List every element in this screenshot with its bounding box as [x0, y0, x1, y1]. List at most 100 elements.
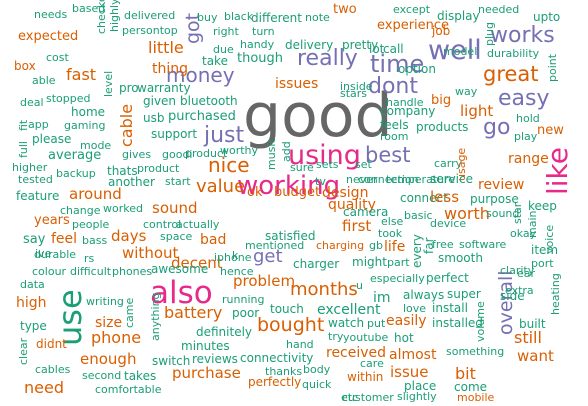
- word: customer: [342, 391, 394, 404]
- word: problem: [233, 272, 296, 290]
- word: smooth: [438, 251, 483, 265]
- word: purchased: [168, 109, 236, 124]
- word: working: [237, 171, 341, 201]
- word: without: [122, 244, 179, 262]
- word: software: [459, 238, 507, 251]
- word: issue: [390, 363, 429, 381]
- word: needed: [478, 3, 520, 16]
- word: also: [150, 275, 213, 311]
- word: etc: [341, 391, 359, 404]
- word: cables: [35, 363, 71, 376]
- word: support: [151, 127, 198, 141]
- word: handle: [386, 96, 424, 109]
- word: another: [108, 175, 155, 189]
- word: gives: [122, 148, 152, 161]
- word: data: [20, 278, 45, 291]
- word: love: [403, 302, 427, 315]
- word: display: [437, 9, 480, 23]
- word: inside: [340, 80, 373, 93]
- word: stopped: [46, 92, 91, 105]
- word: worked: [103, 202, 143, 215]
- word: control: [143, 218, 182, 231]
- word: play: [514, 130, 538, 143]
- word: always: [403, 288, 445, 302]
- word: stars: [340, 87, 368, 100]
- word: super: [447, 287, 481, 301]
- word: durable: [34, 248, 77, 261]
- word: life: [384, 239, 406, 255]
- word: far: [422, 237, 436, 254]
- word: room: [380, 130, 409, 143]
- word: months: [290, 279, 358, 300]
- word: able: [32, 74, 56, 87]
- word: takes: [124, 369, 157, 383]
- word: try: [328, 330, 344, 343]
- word: keep: [528, 199, 557, 213]
- word: light: [460, 102, 494, 120]
- word: please: [32, 132, 72, 146]
- word: difficult: [70, 265, 112, 278]
- word: needs: [34, 8, 68, 21]
- word: thing: [152, 61, 189, 77]
- word: battery: [164, 303, 223, 322]
- word: upto: [533, 10, 561, 24]
- word: job: [432, 24, 451, 38]
- word: second: [82, 369, 122, 382]
- word: iphone: [214, 251, 252, 264]
- word: feels: [380, 118, 409, 132]
- word: basic: [404, 209, 433, 222]
- word: never: [346, 173, 378, 186]
- word: feel: [51, 231, 78, 247]
- word: enough: [80, 350, 137, 368]
- word: checked: [95, 0, 108, 34]
- word: charging: [316, 239, 365, 252]
- word: get: [253, 246, 283, 267]
- word: else: [381, 215, 404, 228]
- word: purchase: [172, 364, 241, 382]
- word: put: [367, 317, 386, 330]
- word: worthy: [220, 144, 259, 157]
- word: thats: [107, 164, 138, 178]
- word: expected: [18, 29, 79, 44]
- word: due: [213, 43, 234, 56]
- word: comfortable: [95, 383, 162, 396]
- word: main: [526, 210, 539, 238]
- word: level: [102, 70, 115, 97]
- word: different: [251, 11, 302, 25]
- word: given: [143, 94, 177, 108]
- word: call: [383, 42, 404, 56]
- word: say: [23, 232, 46, 247]
- word: really: [297, 46, 358, 71]
- word: hence: [220, 265, 254, 278]
- word: watch: [328, 316, 365, 330]
- word: less: [430, 188, 460, 206]
- word: new: [537, 123, 564, 138]
- word: especially: [370, 272, 425, 285]
- word: go: [483, 115, 511, 140]
- word: lot: [369, 42, 385, 56]
- word: using: [288, 140, 361, 171]
- word: definitely: [196, 325, 253, 339]
- word: rs: [84, 252, 95, 265]
- word: place: [404, 379, 437, 393]
- word: experience: [377, 18, 450, 33]
- word: ok: [247, 185, 263, 200]
- word: colour: [32, 265, 67, 278]
- word: every: [410, 234, 424, 268]
- word: extra: [505, 284, 534, 297]
- word: app: [28, 118, 49, 131]
- word: bad: [200, 232, 227, 248]
- word: gaming: [64, 119, 106, 132]
- word: actually: [176, 218, 220, 231]
- word: model: [443, 45, 478, 58]
- word: connect: [400, 191, 448, 205]
- word: issues: [275, 76, 319, 92]
- word: pro: [119, 81, 139, 95]
- word: free: [432, 238, 454, 251]
- word: service: [430, 172, 473, 186]
- word: review: [478, 177, 525, 193]
- word: hand: [286, 338, 314, 351]
- word: purpose: [470, 192, 519, 206]
- word: value: [196, 176, 246, 197]
- word: nice: [208, 153, 250, 177]
